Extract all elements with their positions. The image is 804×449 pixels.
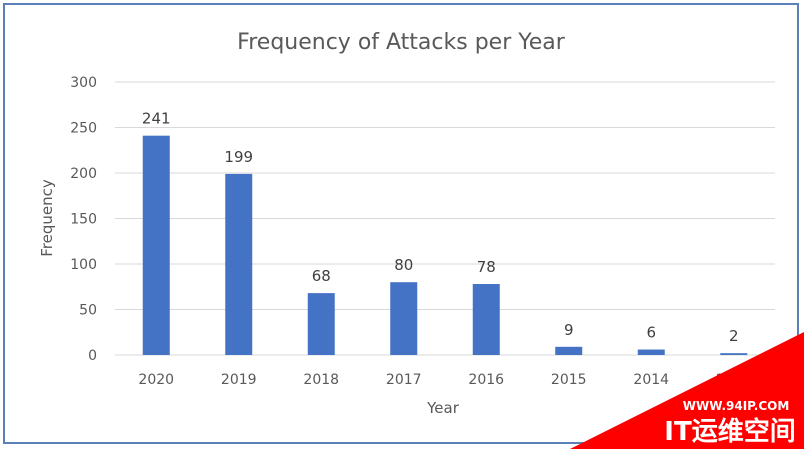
x-tick-label-2014: 2014: [633, 372, 669, 388]
y-tick-label: 100: [70, 257, 97, 273]
bar-2019: [225, 173, 253, 355]
y-tick-label: 150: [70, 212, 97, 228]
bar-2013: [720, 353, 748, 355]
y-tick-label: 300: [70, 75, 97, 91]
x-tick-label-2017: 2017: [386, 372, 422, 388]
x-tick-label-2019: 2019: [221, 372, 257, 388]
data-label-2020: 241: [142, 110, 171, 128]
x-tick-label-2015: 2015: [551, 372, 587, 388]
data-label-2014: 6: [646, 324, 656, 342]
y-axis-title: Frequency: [38, 179, 56, 257]
bars: [142, 135, 748, 355]
y-tick-label: 50: [79, 303, 97, 319]
x-tick-label-2016: 2016: [468, 372, 504, 388]
x-tick-label-2013: 2013: [716, 372, 752, 388]
bar-2015: [555, 346, 583, 355]
x-tick-label-2020: 2020: [138, 372, 174, 388]
chart-title: Frequency of Attacks per Year: [237, 30, 566, 55]
data-label-2013: 2: [729, 327, 739, 345]
y-tick-label: 250: [70, 121, 97, 137]
bar-2020: [142, 135, 170, 355]
bar-2014: [637, 349, 665, 355]
bar-2018: [307, 293, 335, 355]
y-tick-label: 0: [88, 348, 97, 364]
bar-2017: [390, 282, 418, 355]
x-axis-title: Year: [426, 399, 460, 417]
y-axis-ticks: 0 50 100 150 200 250 300: [70, 75, 97, 364]
y-tick-label: 200: [70, 166, 97, 182]
data-label-2018: 68: [312, 267, 331, 285]
gridlines: [115, 81, 775, 356]
x-tick-label-2018: 2018: [303, 372, 339, 388]
data-label-2015: 9: [564, 321, 574, 339]
x-axis-ticks: 2020 2019 2018 2017 2016 2015 2014 2013: [138, 372, 751, 388]
bar-2016: [472, 284, 500, 355]
data-label-2019: 199: [224, 148, 253, 166]
data-label-2017: 80: [394, 256, 413, 274]
data-label-2016: 78: [477, 258, 496, 276]
